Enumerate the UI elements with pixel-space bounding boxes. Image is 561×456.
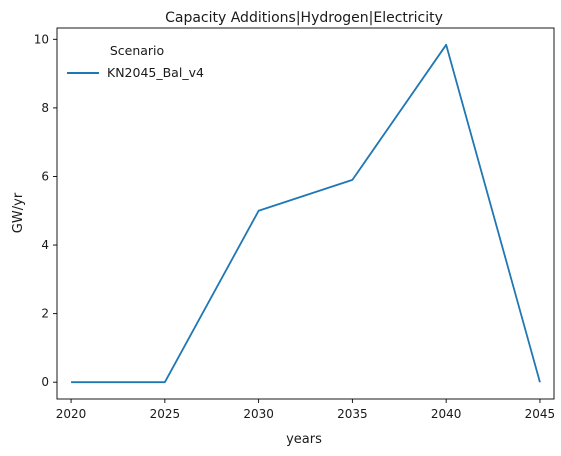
series-layer [70,43,541,384]
y-tick-label: 8 [41,101,49,115]
x-tick-label: 2045 [525,407,556,421]
y-tick-label: 2 [41,307,49,321]
chart-title: Capacity Additions|Hydrogen|Electricity [165,10,443,26]
x-tick-label: 2025 [150,407,181,421]
y-axis-ticks: 0 2 4 6 8 10 [34,32,57,389]
y-tick-label: 10 [34,32,49,46]
series-line-KN2045_Bal_v4 [71,43,541,384]
x-tick-label: 2040 [431,407,462,421]
x-axis-label: years [286,432,322,447]
x-tick-label: 2020 [56,407,87,421]
x-tick-label: 2030 [243,407,274,421]
y-tick-label: 0 [41,375,49,389]
x-tick-label: 2035 [337,407,368,421]
plot-area [56,27,555,400]
y-tick-label: 6 [41,169,49,183]
legend-entry-label: KN2045_Bal_v4 [107,65,204,80]
x-axis-ticks: 2020 2025 2030 2035 2040 2045 [56,399,555,421]
legend-title: Scenario [110,43,164,58]
legend: Scenario KN2045_Bal_v4 [67,43,204,80]
y-tick-label: 4 [41,238,49,252]
y-axis-label: GW/yr [11,192,26,233]
